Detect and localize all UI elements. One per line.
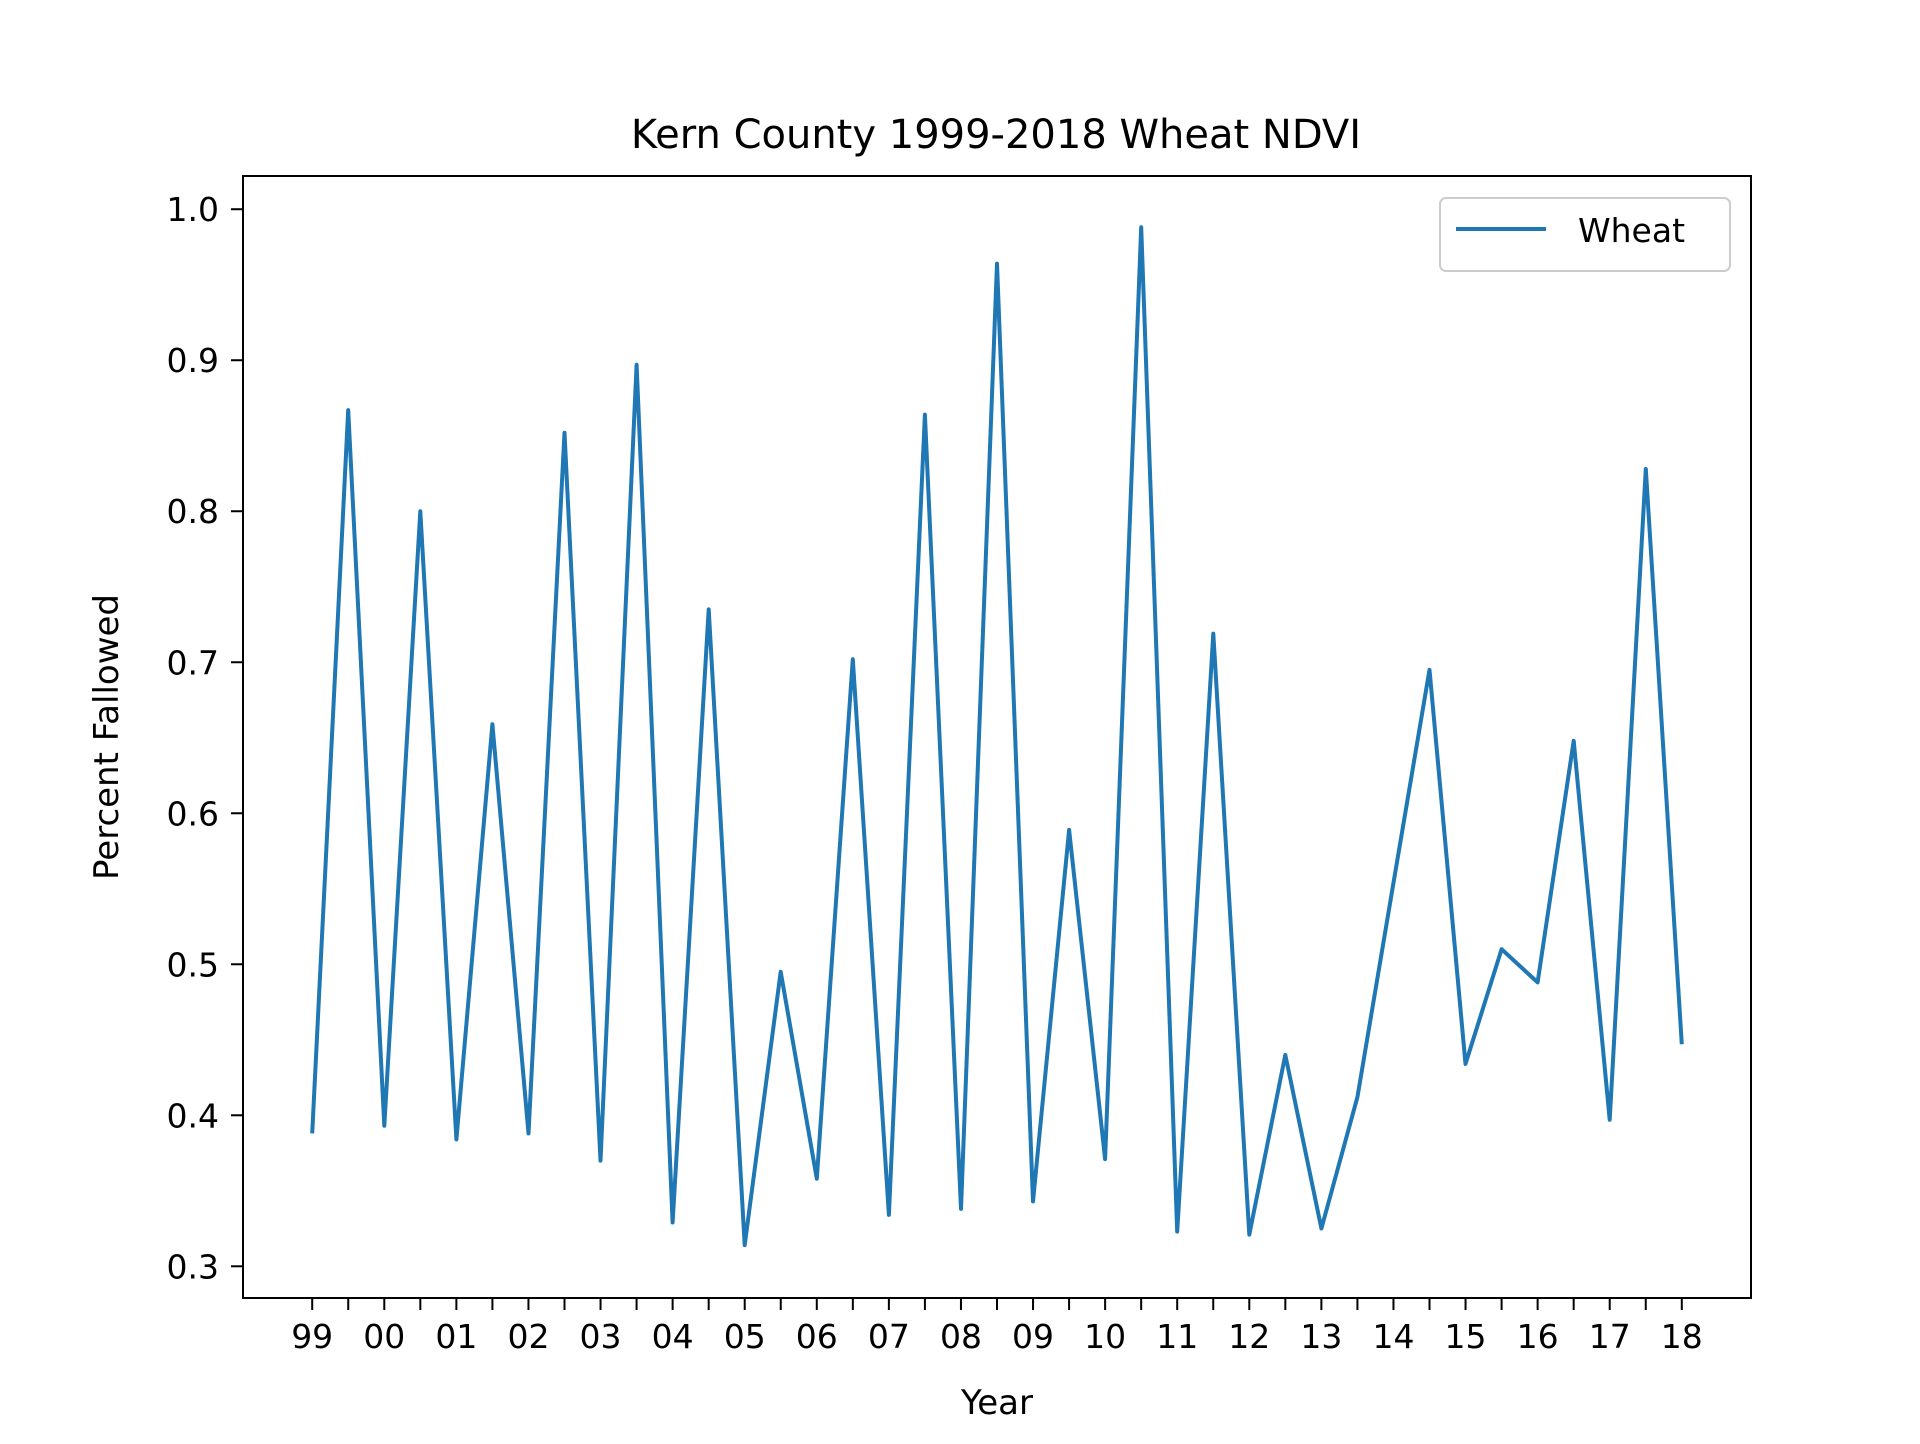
y-tick-label: 0.3 xyxy=(167,1247,219,1286)
x-tick-label: 03 xyxy=(580,1317,622,1356)
x-tick-label: 11 xyxy=(1156,1317,1198,1356)
y-tick-label: 0.9 xyxy=(167,341,219,380)
x-tick-label: 04 xyxy=(652,1317,694,1356)
x-tick-label: 10 xyxy=(1084,1317,1126,1356)
x-tick-label: 16 xyxy=(1517,1317,1559,1356)
x-tick-label: 08 xyxy=(940,1317,982,1356)
y-axis-label: Percent Fallowed xyxy=(87,594,127,880)
x-axis-label: Year xyxy=(960,1383,1033,1423)
x-tick-label: 17 xyxy=(1589,1317,1631,1356)
legend: Wheat xyxy=(1439,197,1731,272)
x-tick-label: 06 xyxy=(796,1317,838,1356)
series-line-wheat xyxy=(310,225,1684,1248)
x-tick-label: 18 xyxy=(1661,1317,1703,1356)
x-tick-label: 13 xyxy=(1300,1317,1342,1356)
y-tick-label: 1.0 xyxy=(167,190,219,229)
x-tick-label: 00 xyxy=(363,1317,405,1356)
chart-title: Kern County 1999-2018 Wheat NDVI xyxy=(631,112,1361,158)
plot-layer xyxy=(310,225,1684,1248)
plot-frame xyxy=(242,175,1752,1299)
x-tick-label: 99 xyxy=(291,1317,333,1356)
x-tick-label: 05 xyxy=(724,1317,766,1356)
legend-label: Wheat xyxy=(1578,211,1685,250)
y-tick-label: 0.6 xyxy=(167,794,219,833)
legend-frame xyxy=(1439,197,1731,272)
ticks-layer: 99 00 01 02 03 04 05 06 07 08 09 10 11 12 13 14 15 16 17 18… xyxy=(167,190,1703,1356)
y-tick-label: 0.4 xyxy=(167,1096,219,1135)
x-tick-label: 15 xyxy=(1445,1317,1487,1356)
x-tick-label: 14 xyxy=(1372,1317,1414,1356)
x-tick-label: 07 xyxy=(868,1317,910,1356)
x-tick-label: 01 xyxy=(435,1317,477,1356)
x-tick-label: 09 xyxy=(1012,1317,1054,1356)
y-tick-label: 0.8 xyxy=(167,492,219,531)
y-tick-label: 0.7 xyxy=(167,643,219,682)
x-tick-label: 02 xyxy=(507,1317,549,1356)
x-tick-label: 12 xyxy=(1228,1317,1270,1356)
y-tick-label: 0.5 xyxy=(167,945,219,984)
